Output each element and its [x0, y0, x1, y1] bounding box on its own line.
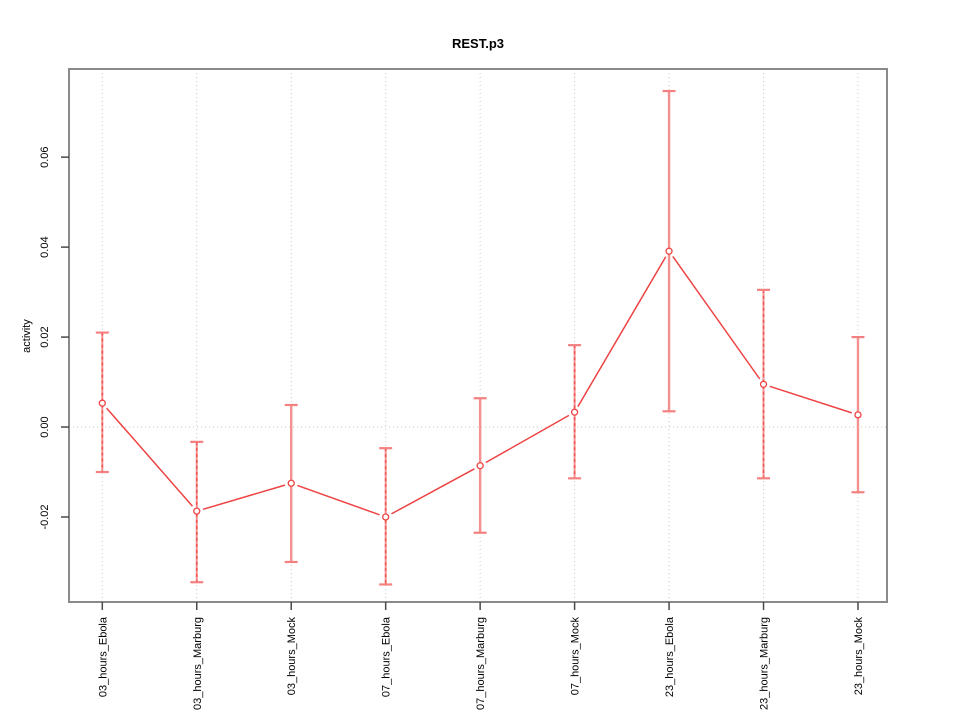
x-tick-label: 03_hours_Ebola [97, 616, 109, 697]
data-line-segment [769, 385, 853, 414]
data-line-segment [106, 407, 194, 507]
data-point [570, 408, 579, 416]
y-tick-label: 0.04 [39, 236, 51, 257]
data-line-segment [672, 256, 761, 380]
x-tick-label: 23_hours_Marburg [759, 617, 771, 710]
data-point [382, 513, 390, 521]
x-tick-label: 03_hours_Marburg [192, 617, 204, 710]
x-tick-label: 07_hours_Mock [570, 617, 582, 696]
data-point [665, 247, 673, 255]
data-line-segment [577, 256, 667, 407]
data-point [759, 380, 768, 388]
x-tick-label: 07_hours_Marburg [475, 617, 487, 710]
data-point [287, 479, 295, 487]
data-line-segment [391, 468, 475, 515]
y-tick-label: 0.00 [39, 416, 51, 437]
data-line-segment [202, 484, 286, 511]
data-point [854, 411, 862, 419]
data-point [476, 462, 484, 470]
data-point [98, 399, 106, 407]
data-point [193, 507, 201, 515]
plot-box [68, 68, 888, 603]
data-line-segment [485, 414, 570, 464]
x-tick-label: 23_hours_Ebola [664, 616, 676, 697]
chart-title: REST.p3 [451, 36, 504, 51]
x-tick-label: 03_hours_Mock [286, 617, 298, 696]
y-tick-label: 0.06 [39, 146, 51, 167]
data-line-segment [297, 484, 380, 516]
x-tick-label: 07_hours_Ebola [381, 616, 393, 697]
y-tick-label: 0.02 [39, 326, 51, 347]
x-tick-label: 23_hours_Mock [853, 617, 865, 696]
y-tick-label: -0.02 [39, 504, 51, 529]
